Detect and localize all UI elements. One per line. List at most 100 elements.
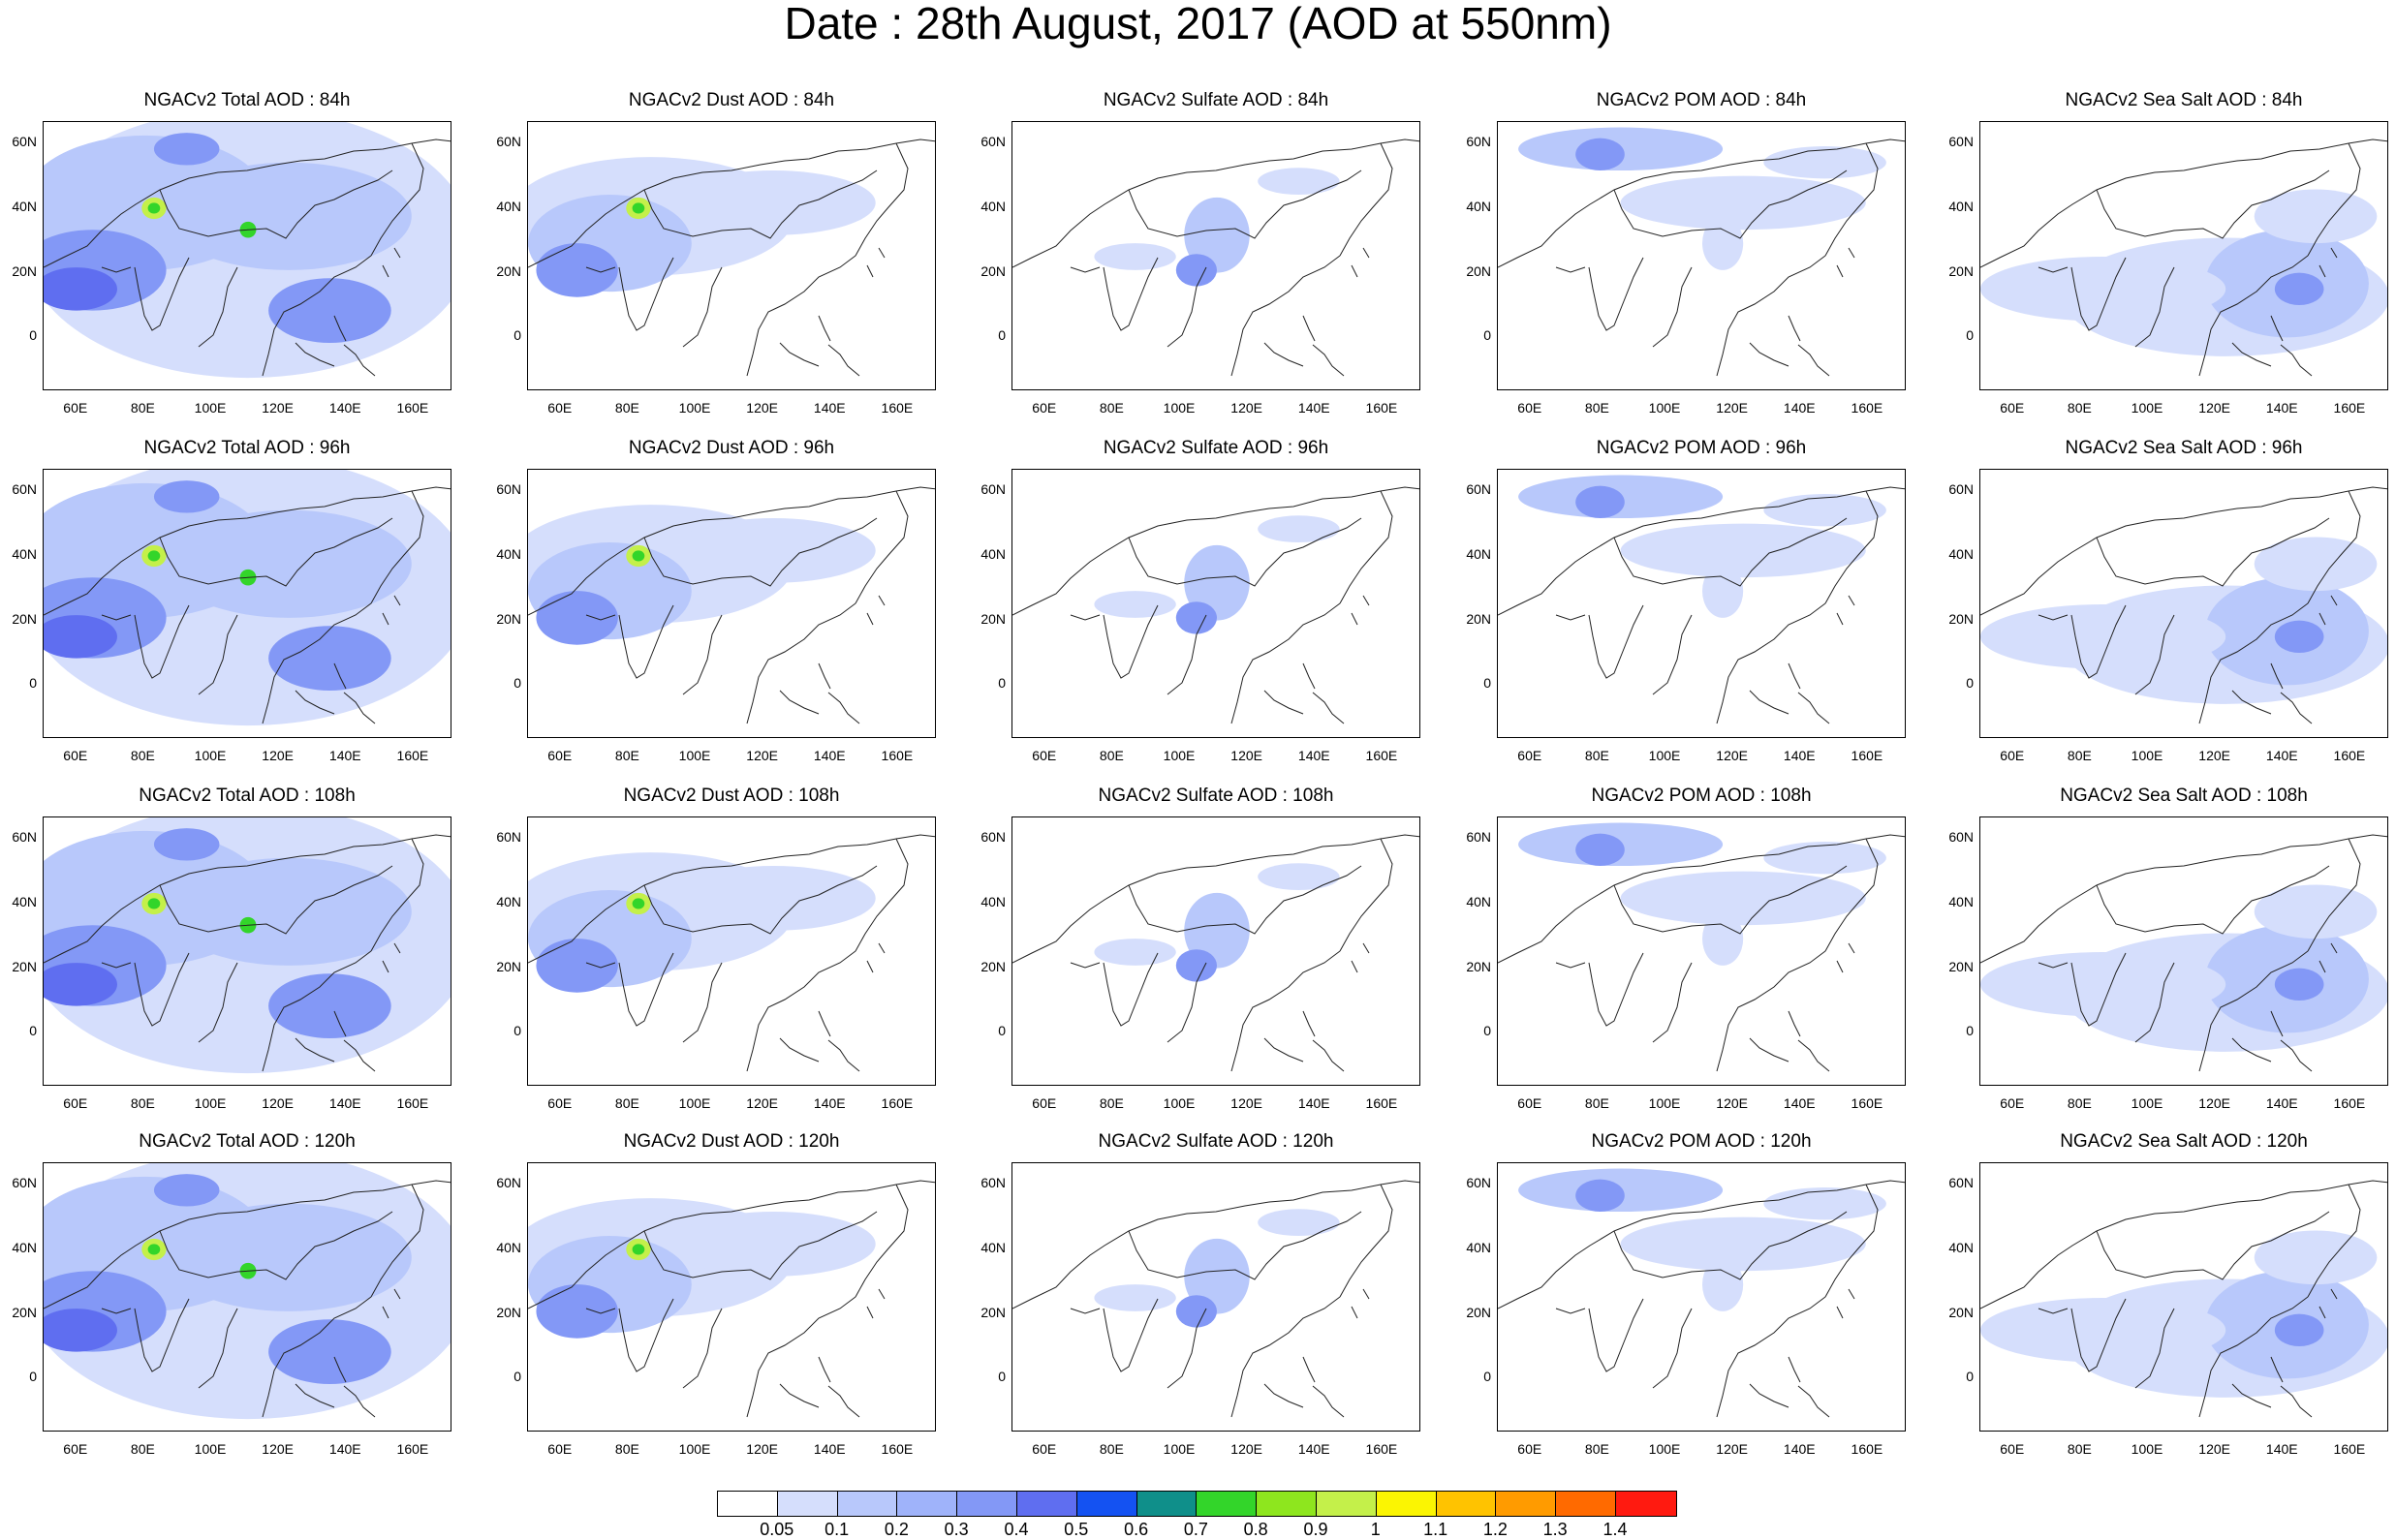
panel-title: NGACv2 Sulfate AOD : 96h [1103, 438, 1329, 458]
longitude-tick-label: 100E [1163, 1095, 1196, 1111]
latitude-tick-label: 0 [1966, 1023, 1974, 1039]
latitude-tick-label: 0 [29, 675, 37, 692]
longitude-tick-label: 160E [1365, 1441, 1398, 1457]
latitude-tick-label: 40N [980, 545, 1006, 562]
longitude-tick-label: 120E [262, 1441, 294, 1457]
longitude-tick-label: 60E [63, 1095, 88, 1111]
latitude-tick-label: 0 [1966, 1369, 1974, 1385]
panel-title: NGACv2 Sea Salt AOD : 108h [2060, 785, 2308, 806]
coastline [528, 139, 935, 377]
longitude-tick-label: 140E [1783, 400, 1816, 416]
longitude-tick-label: 60E [547, 748, 573, 763]
longitude-tick-label: 120E [1716, 748, 1748, 763]
coastline [528, 834, 935, 1072]
aod-map [43, 1162, 451, 1432]
panel-title: NGACv2 Sulfate AOD : 120h [1098, 1131, 1334, 1152]
colorbar [717, 1491, 1677, 1517]
aod-map [527, 121, 936, 390]
aod-field [1012, 139, 1419, 377]
aod-region [2274, 1313, 2324, 1347]
longitude-tick-label: 60E [1032, 1095, 1057, 1111]
colorbar-swatch [1496, 1492, 1557, 1516]
longitude-tick-label: 140E [328, 748, 361, 763]
longitude-tick-label: 120E [2198, 1095, 2230, 1111]
latitude-tick-label: 60N [1948, 481, 1974, 498]
latitude-tick-label: 40N [1948, 893, 1974, 909]
aod-field [528, 139, 935, 377]
coastline [1498, 139, 1905, 377]
longitude-tick-label: 100E [1648, 1441, 1681, 1457]
longitude-tick-label: 100E [2131, 1095, 2163, 1111]
aod-region [1575, 138, 1625, 171]
aod-map [43, 469, 451, 738]
colorbar-swatch [837, 1492, 898, 1516]
aod-region [1094, 591, 1176, 618]
longitude-tick-label: 120E [1716, 400, 1748, 416]
aod-field [44, 122, 451, 379]
longitude-tick-label: 100E [1648, 400, 1681, 416]
longitude-tick-label: 60E [1517, 1095, 1542, 1111]
colorbar-label: 0.3 [944, 1520, 969, 1539]
coastline [1012, 486, 1419, 724]
longitude-tick-label: 80E [1584, 1095, 1609, 1111]
longitude-tick-label: 60E [1032, 400, 1057, 416]
panel-title: NGACv2 Total AOD : 108h [139, 785, 356, 806]
longitude-tick-label: 80E [2067, 400, 2092, 416]
aod-map [527, 1162, 936, 1432]
longitude-tick-label: 100E [194, 1441, 227, 1457]
aod-region [1763, 146, 1886, 179]
aod-field [528, 1180, 935, 1418]
longitude-tick-label: 100E [1648, 748, 1681, 763]
longitude-tick-label: 140E [328, 1095, 361, 1111]
longitude-tick-label: 160E [396, 400, 429, 416]
longitude-tick-label: 120E [1230, 1095, 1262, 1111]
aod-field [1012, 1180, 1419, 1418]
colorbar-swatch [1257, 1492, 1317, 1516]
aod-region [1175, 1295, 1217, 1328]
aod-region [536, 939, 618, 993]
aod-region [2254, 537, 2378, 592]
aod-map [527, 469, 936, 738]
latitude-tick-label: 40N [12, 1239, 37, 1255]
coastline [1980, 1180, 2387, 1418]
latitude-tick-label: 60N [1466, 829, 1491, 846]
aod-region [536, 591, 618, 645]
aod-region [670, 518, 876, 583]
longitude-tick-label: 120E [1230, 400, 1262, 416]
latitude-tick-label: 20N [1466, 610, 1491, 627]
aod-region [1175, 601, 1217, 634]
latitude-tick-label: 60N [12, 481, 37, 498]
longitude-tick-label: 60E [547, 1441, 573, 1457]
aod-region [1980, 604, 2226, 669]
aod-region [44, 1309, 117, 1352]
latitude-tick-label: 40N [496, 198, 521, 214]
longitude-tick-label: 100E [678, 1441, 711, 1457]
latitude-tick-label: 40N [496, 893, 521, 909]
coastline [44, 1180, 451, 1418]
latitude-tick-label: 20N [1948, 1304, 1974, 1320]
latitude-tick-label: 40N [1466, 198, 1491, 214]
colorbar-label: 0.9 [1303, 1520, 1328, 1539]
colorbar-swatch [1556, 1492, 1616, 1516]
latitude-tick-label: 0 [998, 1023, 1006, 1039]
latitude-tick-label: 0 [1483, 1369, 1491, 1385]
longitude-tick-label: 80E [130, 1095, 155, 1111]
latitude-tick-label: 60N [12, 1175, 37, 1191]
panel-title: NGACv2 Sulfate AOD : 108h [1098, 785, 1334, 806]
longitude-tick-label: 140E [813, 400, 846, 416]
aod-map [43, 816, 451, 1086]
longitude-tick-label: 140E [1297, 1095, 1330, 1111]
aod-region [1258, 515, 1340, 543]
panel-title: NGACv2 POM AOD : 96h [1596, 438, 1807, 458]
longitude-tick-label: 60E [1517, 400, 1542, 416]
aod-region [1094, 243, 1176, 270]
colorbar-label: 0.4 [1004, 1520, 1029, 1539]
latitude-tick-label: 40N [1466, 1239, 1491, 1255]
longitude-tick-label: 160E [881, 400, 914, 416]
latitude-tick-label: 20N [496, 262, 521, 279]
colorbar-swatch [1376, 1492, 1437, 1516]
latitude-tick-label: 0 [998, 675, 1006, 692]
colorbar-label: 0.5 [1064, 1520, 1089, 1539]
latitude-tick-label: 60N [496, 481, 521, 498]
